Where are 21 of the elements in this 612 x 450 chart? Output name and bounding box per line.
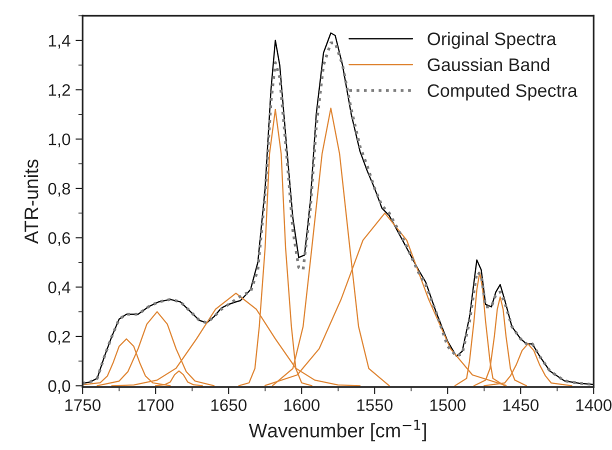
- x-tick-label: 1400: [576, 399, 612, 412]
- y-tick-label: 0,6: [48, 232, 70, 246]
- y-tick-label: 0,8: [48, 182, 70, 197]
- x-tick-label: 1500: [430, 399, 466, 412]
- x-axis-title: Wavenumber [cm$^{−1}$]: [248, 420, 426, 442]
- y-tick-label: 1,2: [48, 84, 70, 98]
- y-tick-label: 1,4: [48, 34, 70, 49]
- x-tick-label: 1550: [357, 399, 393, 412]
- y-tick-label: 0,2: [48, 330, 70, 345]
- y-tick-label: 0,4: [48, 281, 70, 296]
- x-tick-label: 1600: [284, 399, 320, 412]
- legend-label: Original Spectra: [428, 32, 556, 49]
- x-tick-label: 1750: [65, 399, 101, 412]
- x-tick-label: 1650: [211, 399, 247, 412]
- legend-label: Computed Spectra: [428, 84, 578, 101]
- x-tick-label: 1450: [503, 399, 539, 412]
- x-tick-label: 1700: [138, 399, 174, 412]
- y-tick-label: 0,0: [48, 380, 70, 394]
- y-axis-title: ATR-units: [24, 160, 38, 244]
- y-tick-label: 1,0: [48, 133, 70, 148]
- legend-label: Gaussian Band: [428, 58, 550, 72]
